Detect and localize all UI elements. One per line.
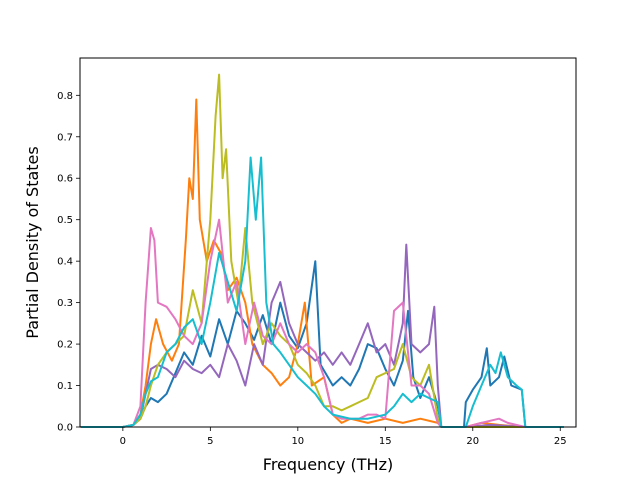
plot-lines	[80, 73, 564, 428]
x-axis-label: Frequency (THz)	[263, 455, 393, 474]
x-tick-label: 10	[291, 436, 304, 447]
x-tick-label: 20	[466, 436, 479, 447]
y-tick-label: 0.1	[57, 381, 73, 392]
x-tick-label: 25	[554, 436, 567, 447]
y-tick-label: 0.7	[57, 132, 73, 143]
y-tick-label: 0.6	[57, 174, 73, 185]
y-tick-label: 0.3	[57, 298, 73, 309]
x-tick-label: 0	[120, 436, 126, 447]
y-tick-label: 0.5	[57, 215, 73, 226]
series-line-6	[80, 156, 564, 428]
x-tick-label: 5	[207, 436, 213, 447]
y-tick-label: 0.8	[57, 91, 73, 102]
x-tick-label: 15	[379, 436, 392, 447]
y-tick-label: 0.0	[57, 423, 73, 434]
y-axis-ticks: 0.0 0.1 0.2 0.3 0.4 0.5 0.6 0.7 0.8	[57, 91, 80, 434]
y-axis-label: Partial Density of States	[23, 146, 42, 338]
y-tick-label: 0.2	[57, 340, 73, 351]
x-axis-ticks: 0 5 10 15 20 25	[120, 427, 567, 447]
series-line-5	[80, 218, 564, 428]
y-tick-label: 0.4	[57, 257, 73, 268]
axes-frame	[79, 57, 577, 428]
series-line-1	[80, 260, 564, 428]
